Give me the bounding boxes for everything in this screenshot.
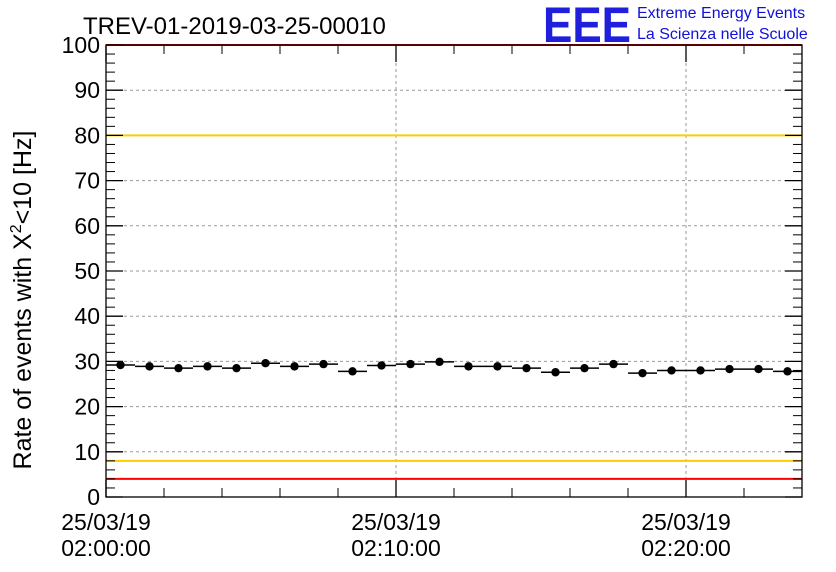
- data-point: [116, 360, 125, 370]
- x-tick-time: 02:10:00: [351, 535, 441, 561]
- x-tick-date: 25/03/19: [641, 509, 731, 535]
- logo-mark: EEE: [543, 0, 631, 53]
- data-point: [203, 362, 212, 371]
- logo-line-1: Extreme Energy Events: [637, 5, 805, 22]
- data-point: [522, 363, 531, 373]
- y-tick-label: 10: [74, 439, 100, 465]
- y-axis-label-superscript: 2: [8, 224, 25, 233]
- data-point: [290, 362, 299, 371]
- y-tick-label: 40: [74, 303, 100, 329]
- plot-border: [105, 44, 803, 498]
- y-tick-labels: 0 10 20 30 40 50 60 70 80 90 100: [62, 32, 100, 510]
- grid: [106, 45, 802, 497]
- data-point: [754, 364, 763, 374]
- data-series: [106, 357, 802, 378]
- data-point: [667, 366, 676, 375]
- data-point: [464, 362, 473, 371]
- x-tick-date: 25/03/19: [61, 509, 151, 535]
- y-tick-label: 50: [74, 258, 100, 284]
- y-tick-label: 80: [74, 122, 100, 148]
- data-point: [319, 359, 328, 369]
- y-tick-label: 20: [74, 394, 100, 420]
- x-tick-time: 02:00:00: [61, 535, 151, 561]
- data-point: [435, 357, 444, 367]
- y-axis-label-main: Rate of events with X: [9, 233, 37, 470]
- data-point: [783, 367, 792, 376]
- logo-line-2: La Scienza nelle Scuole: [637, 26, 808, 43]
- data-point: [232, 363, 241, 373]
- reference-lines: [106, 44, 802, 480]
- data-point: [696, 366, 705, 375]
- data-point: [261, 359, 270, 368]
- data-point: [174, 363, 183, 373]
- data-point: [580, 363, 589, 373]
- chart-title: TREV-01-2019-03-25-00010: [83, 13, 386, 40]
- data-point: [725, 364, 734, 374]
- y-tick-label: 60: [74, 213, 100, 239]
- eee-logo: EEE Extreme Energy Events La Scienza nel…: [543, 0, 808, 53]
- y-tick-label: 90: [74, 77, 100, 103]
- data-point: [551, 368, 560, 377]
- plot-frame: [105, 44, 803, 498]
- data-point: [406, 359, 415, 369]
- y-tick-label: 30: [74, 348, 100, 374]
- y-tick-label: 70: [74, 168, 100, 194]
- y-tick-label: 0: [87, 484, 100, 510]
- data-point: [145, 362, 154, 371]
- y-axis-label-tail: <10 [Hz]: [9, 131, 37, 225]
- data-point: [377, 361, 386, 370]
- data-point: [609, 359, 618, 369]
- y-axis-label: Rate of events with X2<10 [Hz]: [8, 131, 37, 470]
- x-tick-time: 02:20:00: [641, 535, 731, 561]
- data-point: [348, 367, 357, 376]
- x-tick-labels: 25/03/1902:00:0025/03/1902:10:0025/03/19…: [61, 509, 731, 561]
- data-point: [493, 362, 502, 371]
- x-tick-date: 25/03/19: [351, 509, 441, 535]
- data-point: [638, 368, 647, 378]
- y-tick-label: 100: [62, 32, 100, 58]
